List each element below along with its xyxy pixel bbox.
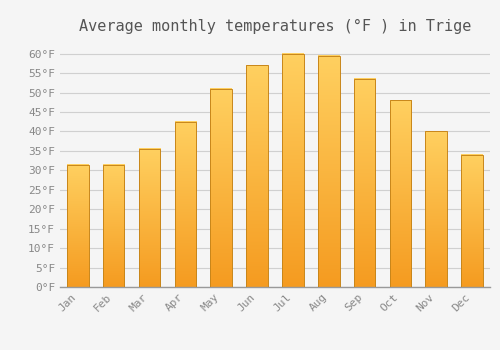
Bar [354,79,376,287]
Bar [282,54,304,287]
Bar [318,56,340,287]
Bar [139,149,160,287]
Bar [210,89,232,287]
Bar [246,65,268,287]
Title: Average monthly temperatures (°F ) in Trige: Average monthly temperatures (°F ) in Tr… [79,19,471,34]
Bar [103,164,124,287]
Bar [174,122,196,287]
Bar [67,164,88,287]
Bar [426,132,447,287]
Bar [390,100,411,287]
Bar [462,155,483,287]
